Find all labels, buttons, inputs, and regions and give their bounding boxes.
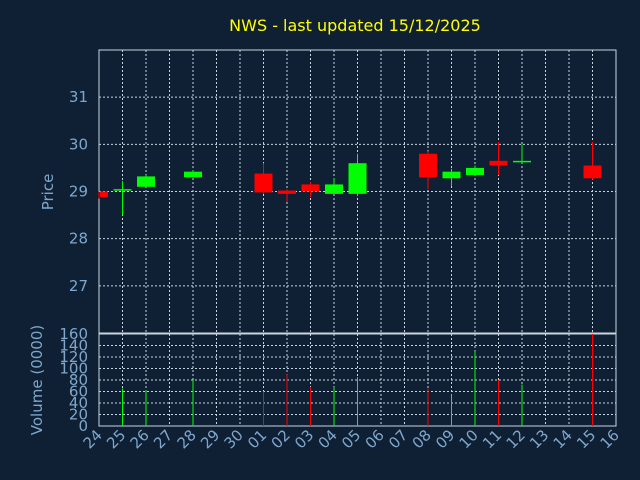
candle [254, 163, 273, 194]
candle [419, 151, 437, 190]
candle [583, 141, 602, 180]
candle-body [442, 171, 461, 179]
price-tick-label: 30 [69, 135, 88, 153]
x-tick-label: 16 [597, 426, 623, 452]
x-tick-label: 14 [550, 426, 576, 452]
volume-tick-label: 80 [69, 371, 88, 389]
candle [325, 178, 343, 194]
x-tick-label: 30 [221, 426, 247, 452]
volume-tick-label: 0 [78, 417, 88, 435]
candle-body [137, 176, 155, 187]
price-tick-label: 28 [69, 230, 88, 248]
candle [348, 153, 367, 197]
candle-body [278, 190, 296, 194]
x-tick-label: 12 [503, 426, 529, 452]
candle-body [466, 167, 484, 175]
x-tick-label: 09 [432, 426, 458, 452]
price-tick-label: 27 [69, 277, 88, 295]
x-tick-label: 05 [338, 426, 364, 452]
x-tick-label: 04 [315, 426, 341, 452]
chart-title: NWS - last updated 15/12/2025 [229, 16, 481, 35]
x-tick-label: 13 [526, 426, 552, 452]
x-tick-label: 08 [409, 426, 435, 452]
candle-body [301, 184, 320, 192]
candle [301, 182, 320, 198]
x-tick-label: 10 [456, 426, 482, 452]
volume-tick-label: 160 [59, 325, 88, 343]
volume-tick-label: 60 [69, 383, 88, 401]
volume-tick-label: 40 [69, 394, 88, 412]
x-tick-label: 02 [268, 426, 294, 452]
x-tick-label: 27 [150, 426, 176, 452]
x-tick-label: 01 [244, 426, 270, 452]
x-tick-label: 07 [385, 426, 411, 452]
x-tick-label: 26 [127, 426, 153, 452]
price-tick-label: 29 [69, 183, 88, 201]
volume-axis-label: Volume (0000) [28, 325, 46, 435]
candles [98, 141, 602, 216]
x-ticks: 2425262728293001020304050607080910111213… [80, 426, 623, 452]
candle-body [419, 153, 437, 178]
candle [137, 174, 155, 187]
volume-tick-label: 100 [59, 360, 88, 378]
candle-body [513, 160, 531, 163]
candle-body [583, 165, 602, 179]
candle [513, 144, 531, 164]
x-axis-label: Day [334, 460, 362, 476]
candle-body [100, 191, 108, 198]
candle-body [489, 160, 508, 166]
x-tick-label: 11 [479, 426, 505, 452]
candle [184, 170, 202, 178]
candle [442, 168, 461, 186]
price-y-ticks: 27 28 29 30 31 [69, 88, 88, 295]
candle-body [113, 189, 132, 191]
candle [489, 141, 508, 175]
x-tick-label: 29 [197, 426, 223, 452]
price-tick-label: 31 [69, 88, 88, 106]
x-tick-label: 28 [174, 426, 200, 452]
candle-body [254, 173, 273, 193]
candle-body [184, 171, 202, 178]
candle [466, 165, 484, 175]
candle [98, 191, 108, 199]
candle-body [348, 163, 367, 194]
candle-body [325, 184, 343, 194]
x-tick-label: 03 [291, 426, 317, 452]
candle [278, 189, 296, 202]
price-panel: 27 28 29 30 31 Price [39, 49, 617, 334]
x-tick-label: 06 [362, 426, 388, 452]
price-axis-label: Price [39, 174, 57, 211]
volume-tick-label: 20 [69, 406, 88, 424]
volume-tick-label: 140 [59, 337, 88, 355]
volume-bars [122, 334, 593, 426]
x-tick-label: 15 [573, 426, 599, 452]
candle [113, 181, 132, 216]
volume-tick-label: 120 [59, 348, 88, 366]
x-tick-label: 25 [103, 426, 129, 452]
